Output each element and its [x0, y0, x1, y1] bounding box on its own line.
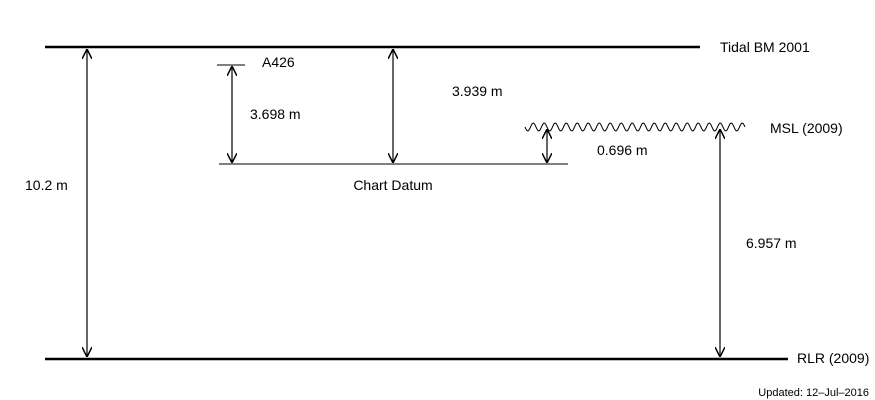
rlr-label: RLR (2009): [797, 350, 869, 366]
msl-label: MSL (2009): [770, 120, 843, 136]
tidal-bm-label: Tidal BM 2001: [720, 39, 810, 55]
msl-chart-datum-label: 0.696 m: [597, 142, 648, 158]
msl-wave-line: [524, 122, 746, 132]
updated-label: Updated: 12–Jul–2016: [758, 387, 869, 399]
tidal-bm-chart-datum-label: 3.939 m: [452, 83, 503, 99]
total-height-label: 10.2 m: [25, 177, 68, 193]
a426-label: A426: [262, 54, 295, 70]
a426-chart-datum-label: 3.698 m: [250, 106, 301, 122]
chart-datum-label: Chart Datum: [353, 177, 432, 193]
msl-rlr-label: 6.957 m: [746, 235, 797, 251]
